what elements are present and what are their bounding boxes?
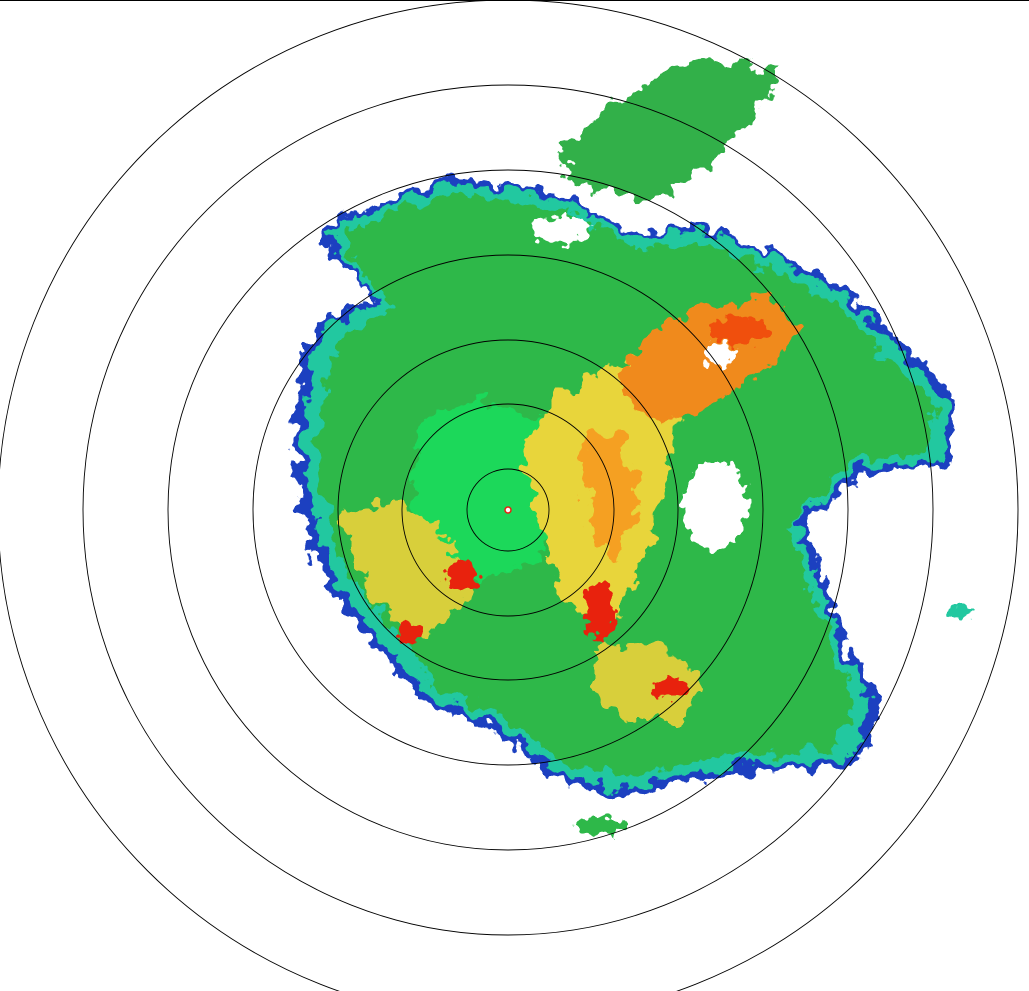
range-ring: [401, 403, 615, 617]
echo-gap: [683, 460, 747, 550]
range-ring: [252, 254, 764, 766]
core-red: [398, 622, 422, 642]
range-ring: [167, 169, 849, 851]
core-red: [584, 582, 616, 638]
range-ring: [466, 468, 550, 552]
range-ring: [82, 84, 934, 936]
echo-orange-c: [580, 430, 640, 560]
echo-green-ne: [560, 58, 778, 202]
core-red: [652, 678, 688, 698]
echo-gap: [530, 216, 590, 244]
range-ring: [337, 339, 679, 681]
echo-small: [572, 817, 628, 833]
radar-site: [504, 506, 512, 514]
echo-gap: [704, 343, 736, 367]
core-orange: [710, 316, 770, 344]
echo-light-green: [410, 400, 560, 580]
echo-yellow-w: [340, 500, 470, 640]
core-red: [444, 561, 480, 589]
echo-yellow-s: [590, 640, 700, 720]
echo-cores: [398, 216, 976, 833]
echoes: [292, 58, 955, 795]
echo-small: [944, 606, 976, 618]
